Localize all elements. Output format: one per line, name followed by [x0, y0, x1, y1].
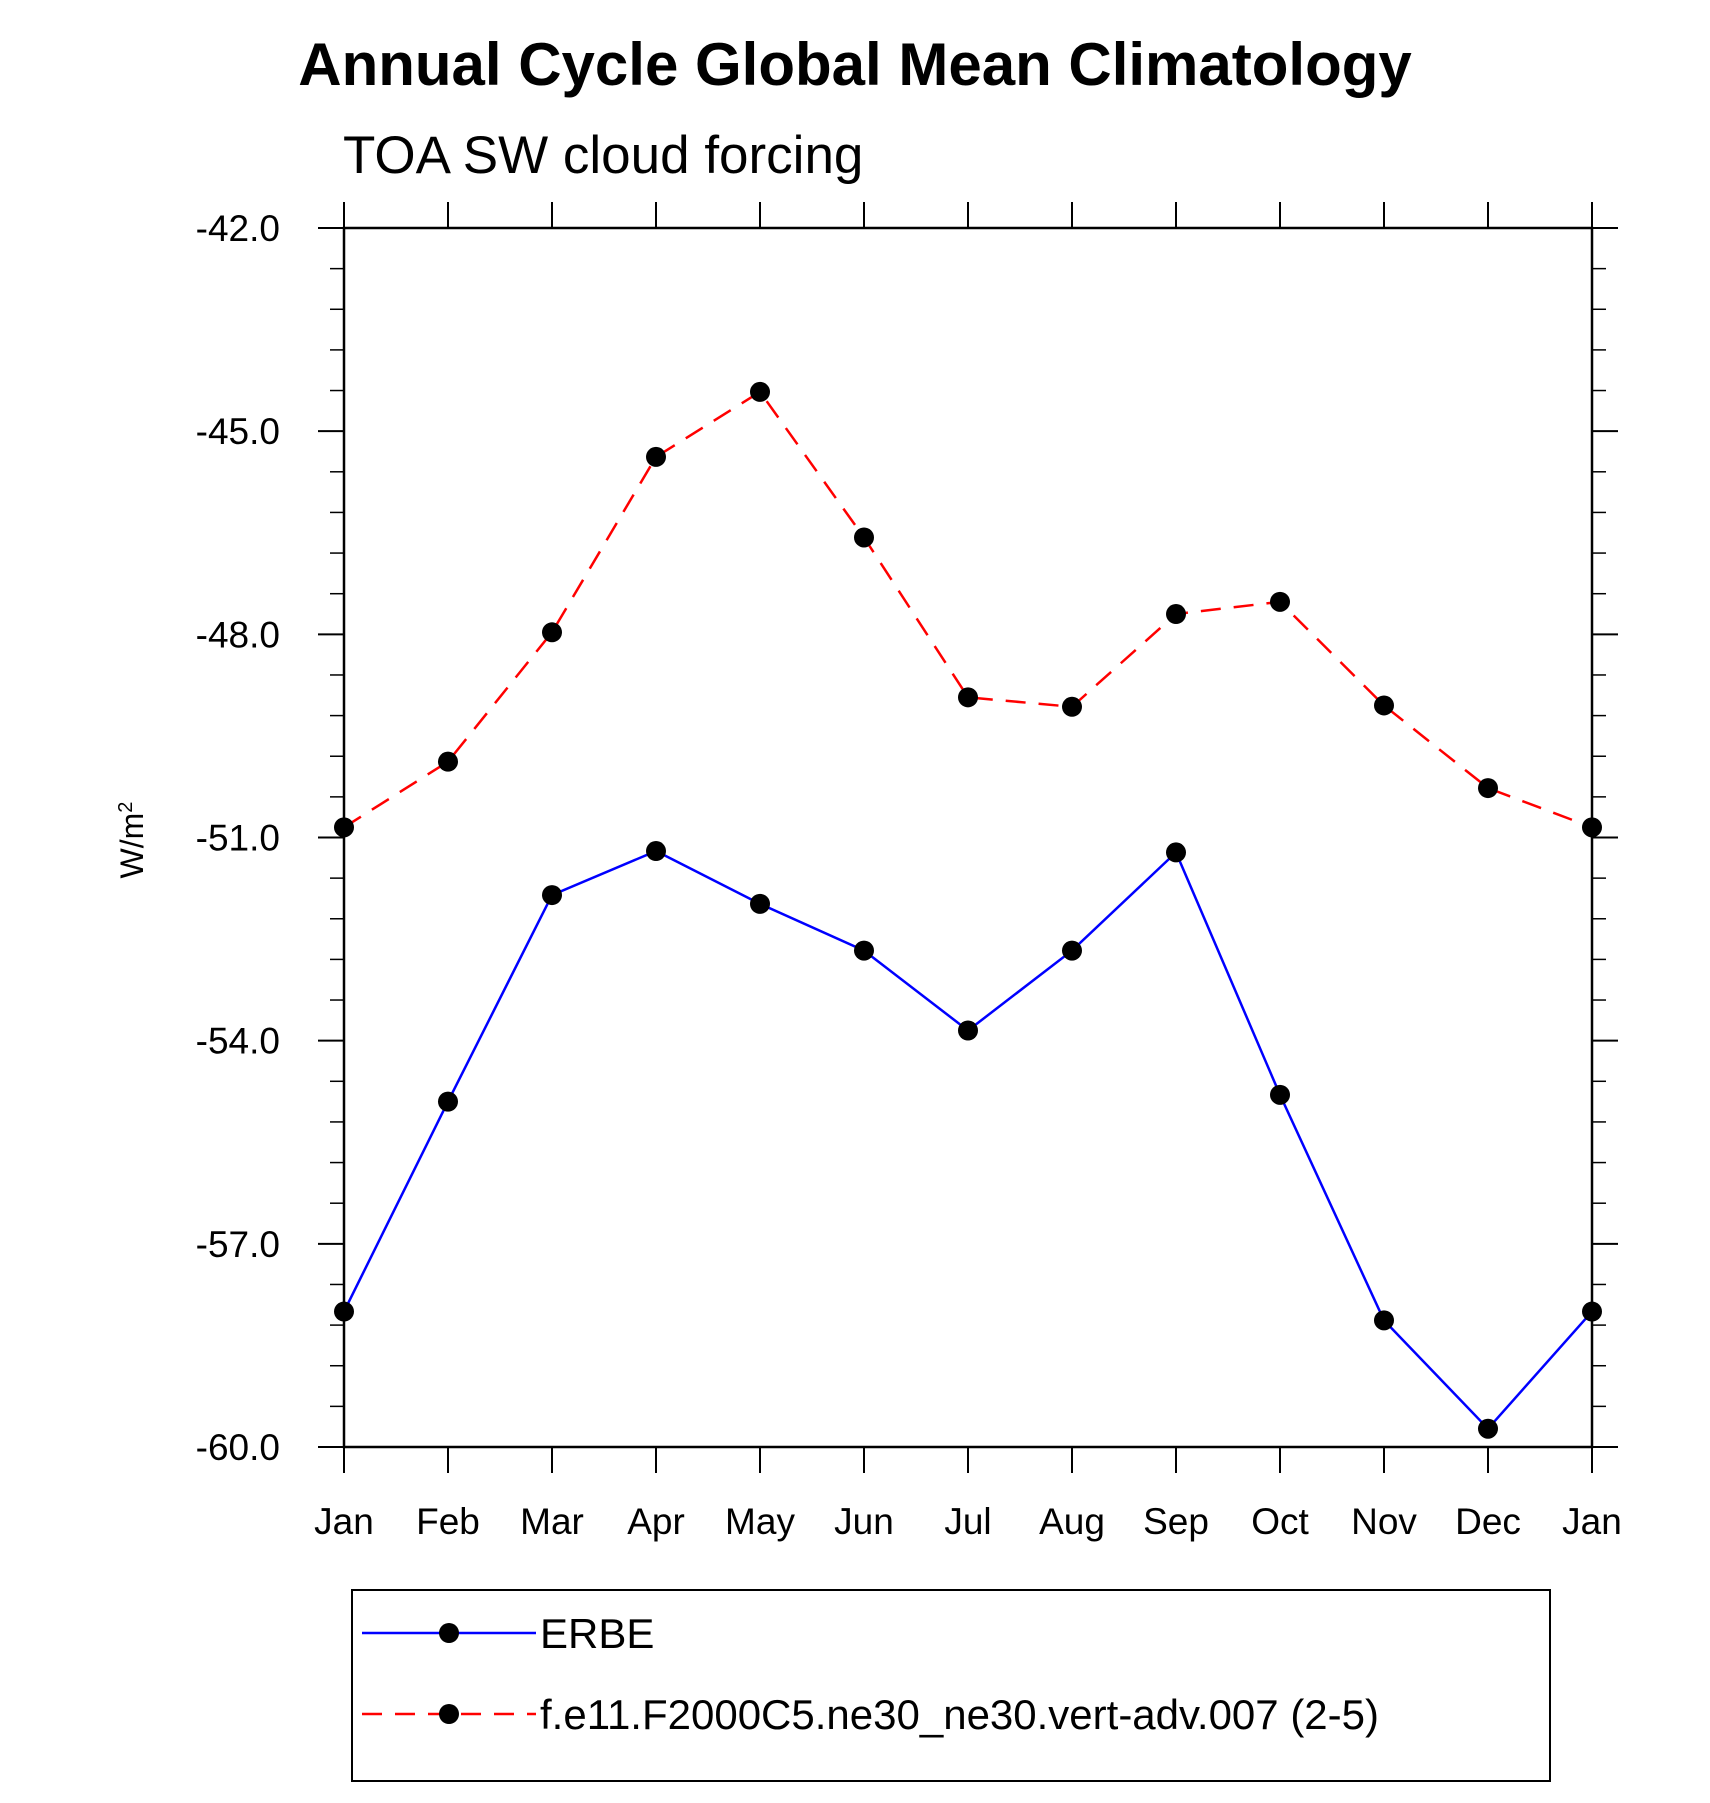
axes: -42.0 -45.0 -48.0 -51.0 -54.0 -57.0 -60.0 Jan Fe… — [196, 202, 1622, 1542]
data-point-1 — [1582, 817, 1602, 838]
data-point-1 — [334, 817, 354, 838]
x-tick-label: Sep — [1143, 1501, 1209, 1542]
data-point-0 — [646, 841, 666, 862]
y-tick-label: -60.0 — [196, 1427, 280, 1468]
y-tick-label: -54.0 — [196, 1021, 280, 1062]
legend-marker-1 — [439, 1704, 459, 1724]
series-line-0 — [342, 849, 1593, 1431]
x-tick-label: Nov — [1351, 1501, 1417, 1542]
x-tick-label: Mar — [520, 1501, 584, 1542]
y-tick-label: -57.0 — [196, 1224, 280, 1265]
data-point-0 — [750, 893, 770, 914]
y-tick-label: -48.0 — [196, 614, 280, 655]
x-tick-label: Jan — [1562, 1501, 1622, 1542]
x-tick-label: Dec — [1455, 1501, 1521, 1542]
data-point-0 — [1062, 940, 1082, 961]
data-point-1 — [1166, 604, 1186, 625]
y-tick-label: -45.0 — [196, 411, 280, 452]
y-axis-label-base: W/m — [114, 813, 150, 879]
x-tick-label: Apr — [627, 1501, 685, 1542]
x-tick-label: Jan — [314, 1501, 374, 1542]
y-tick-label: -42.0 — [196, 208, 280, 249]
plot-frame — [342, 226, 1594, 1449]
data-point-1 — [1374, 695, 1394, 716]
data-point-1 — [1270, 591, 1290, 612]
x-tick-label: Jul — [944, 1501, 991, 1542]
data-point-0 — [542, 885, 562, 906]
y-axis-label: W/m2 — [114, 802, 150, 879]
series-line-1 — [343, 390, 1593, 829]
x-tick-label: May — [725, 1501, 795, 1542]
data-point-0 — [958, 1020, 978, 1041]
x-tick-label: Aug — [1039, 1501, 1105, 1542]
data-point-0 — [1478, 1418, 1498, 1439]
data-point-0 — [334, 1301, 354, 1322]
data-point-1 — [750, 381, 770, 402]
data-point-0 — [1270, 1084, 1290, 1105]
data-point-1 — [854, 527, 874, 548]
chart-title: Annual Cycle Global Mean Climatology — [298, 31, 1412, 98]
data-point-1 — [438, 751, 458, 772]
y-axis-label-superscript: 2 — [115, 802, 137, 813]
data-point-1 — [542, 622, 562, 643]
chart-subtitle: TOA SW cloud forcing — [343, 126, 864, 185]
x-tick-label: Feb — [416, 1501, 480, 1542]
y-tick-label: -51.0 — [196, 818, 280, 859]
series-layer — [334, 381, 1602, 1439]
legend-label-1: f.e11.F2000C5.ne30_ne30.vert-adv.007 (2-… — [540, 1691, 1379, 1738]
data-point-0 — [854, 940, 874, 961]
data-point-1 — [646, 446, 666, 467]
legend-box — [351, 1589, 1551, 1782]
data-point-0 — [1374, 1310, 1394, 1331]
legend-marker-0 — [439, 1623, 459, 1643]
legend: ERBE f.e11.F2000C5.ne30_ne30.vert-adv.007… — [351, 1589, 1551, 1782]
x-tick-label: Oct — [1251, 1501, 1309, 1542]
data-point-0 — [1166, 842, 1186, 863]
x-tick-label: Jun — [834, 1501, 894, 1542]
data-point-0 — [438, 1091, 458, 1112]
data-point-1 — [958, 687, 978, 708]
data-point-1 — [1062, 696, 1082, 717]
legend-label-0: ERBE — [540, 1610, 654, 1657]
data-point-0 — [1582, 1301, 1602, 1322]
data-point-1 — [1478, 778, 1498, 799]
